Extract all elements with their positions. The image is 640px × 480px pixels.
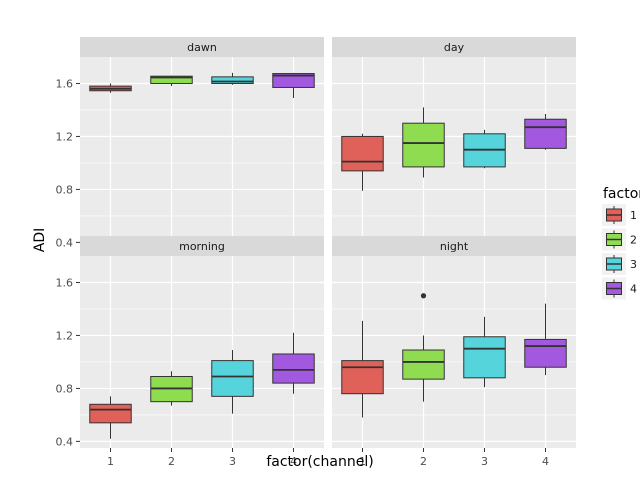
panel-dawn: dawn 0.4 0.8 1.2 1.6	[56, 37, 324, 249]
y-axis-label: ADI	[32, 228, 48, 253]
box-day-4	[524, 118, 567, 149]
panel-day: day	[332, 37, 576, 249]
legend: factor(channel) 1 2 3 4	[602, 186, 640, 300]
x-tick-label: 1	[359, 455, 366, 468]
y-tick-label: 0.8	[56, 382, 74, 395]
legend-entry-label: 4	[630, 283, 637, 296]
y-tick-label: 1.6	[56, 77, 74, 90]
legend-entry-3: 3	[602, 253, 637, 275]
box-morning-4	[272, 353, 315, 384]
strip-label: morning	[179, 240, 225, 253]
x-tick-label: 4	[290, 455, 297, 468]
y-tick-label: 0.8	[56, 183, 74, 196]
strip-label: night	[440, 240, 469, 253]
legend-title: factor(channel)	[603, 186, 640, 202]
legend-entry-1: 1	[602, 204, 637, 226]
strip-background	[332, 37, 576, 57]
y-tick-label: 1.6	[56, 276, 74, 289]
strip-label: day	[444, 41, 465, 54]
strip-label: dawn	[187, 41, 217, 54]
legend-entry-label: 1	[630, 209, 637, 222]
legend-entry-2: 2	[602, 228, 637, 251]
x-tick-label: 1	[107, 455, 114, 468]
x-tick-label: 2	[420, 455, 427, 468]
y-tick-label: 1.2	[56, 130, 74, 143]
x-tick-label: 2	[168, 455, 175, 468]
legend-entry-4: 4	[602, 277, 637, 300]
y-tick-label: 0.4	[56, 236, 74, 249]
box-dawn-3	[211, 76, 254, 84]
strip-background	[80, 37, 324, 57]
panels-layer: dawn 0.4 0.8 1.2 1.6 day morning 0.4 0.8 1.2 1.6 1 2…	[56, 37, 576, 468]
box-dawn-2	[150, 75, 193, 84]
box-night-4	[524, 338, 567, 368]
box-dawn-4	[272, 73, 315, 88]
panel-night: night 1 2 3 4	[332, 236, 576, 468]
legend-entry-label: 3	[630, 258, 637, 271]
panel-morning: morning 0.4 0.8 1.2 1.6 1 2 3 4	[56, 236, 324, 468]
box-night-3	[463, 336, 506, 379]
strip-background	[332, 236, 576, 256]
box-morning-3	[211, 360, 254, 397]
box-night-1	[341, 360, 384, 395]
strip-background	[80, 236, 324, 256]
axis-layer: ADI factor(channel)	[32, 228, 374, 470]
legend-entry-label: 2	[630, 234, 637, 247]
box-day-1	[341, 135, 384, 172]
x-tick-label: 3	[481, 455, 488, 468]
x-tick-label: 3	[229, 455, 236, 468]
outlier-point	[420, 293, 427, 299]
box-night-2	[402, 349, 445, 380]
y-tick-label: 1.2	[56, 329, 74, 342]
y-tick-label: 0.4	[56, 435, 74, 448]
box-morning-1	[89, 403, 132, 424]
x-tick-label: 4	[542, 455, 549, 468]
x-axis-label: factor(channel)	[266, 454, 373, 470]
box-day-2	[402, 122, 445, 168]
